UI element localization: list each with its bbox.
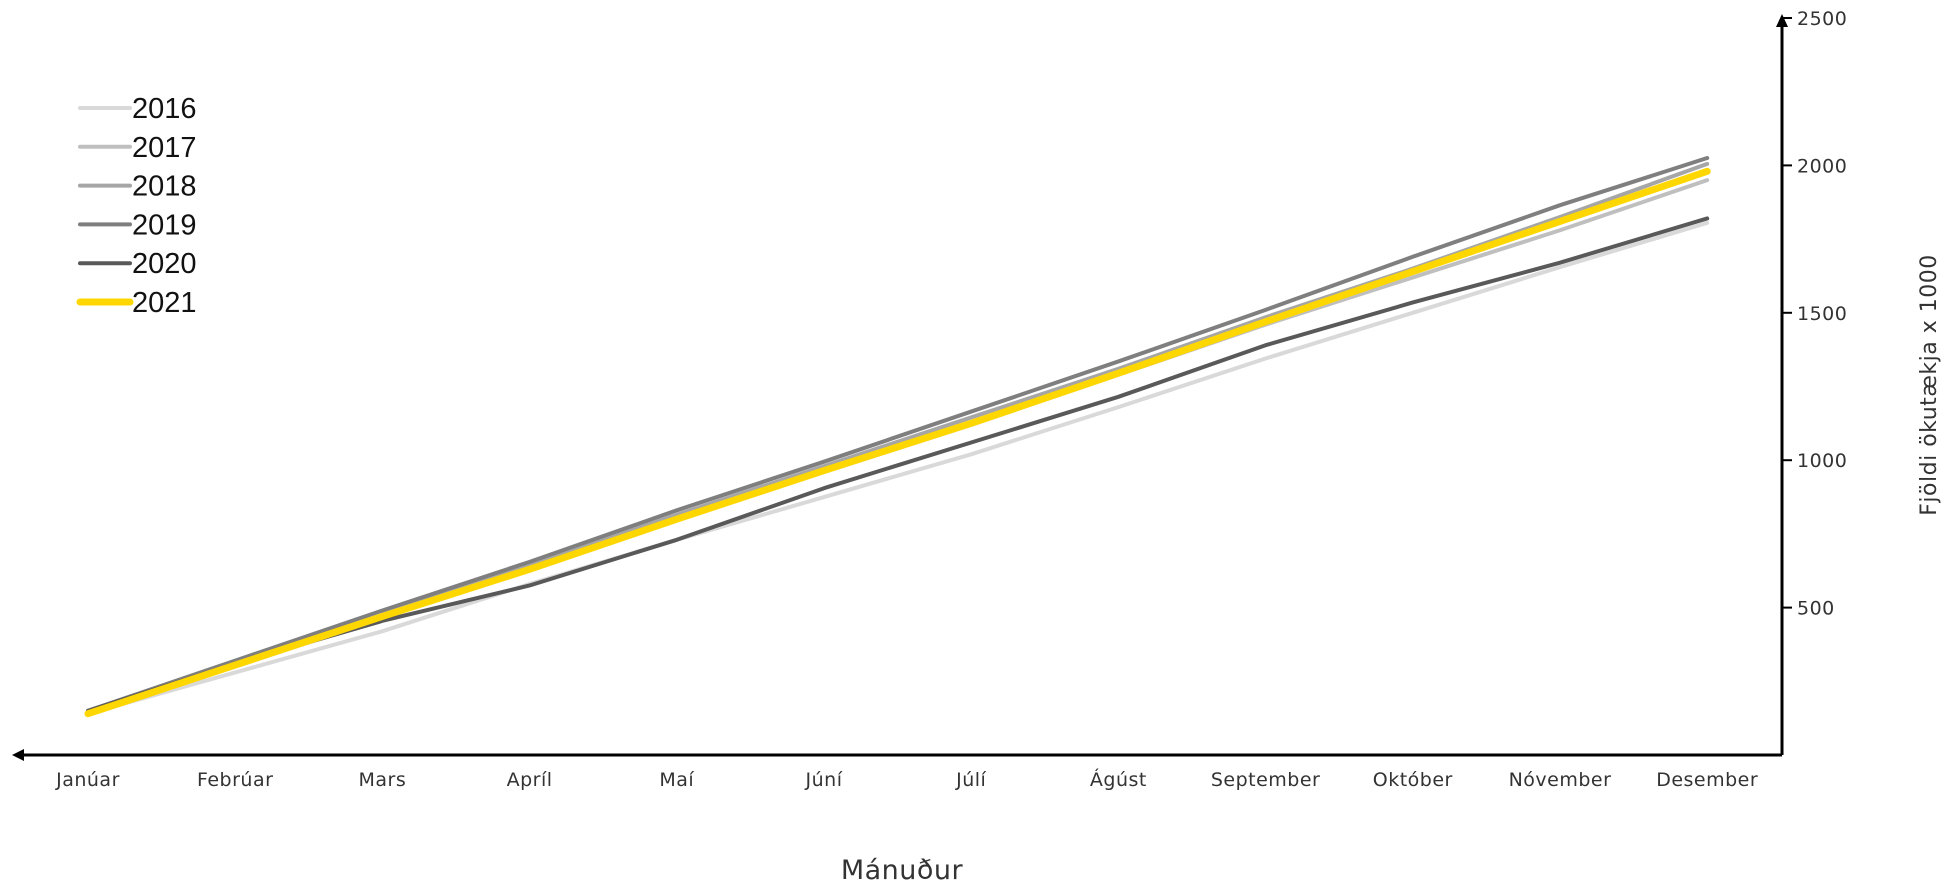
y-tick-label: 2500	[1797, 8, 1847, 30]
x-tick-label: Desember	[1656, 769, 1758, 791]
legend-label-2021: 2021	[132, 287, 197, 319]
x-tick-label: Janúar	[55, 769, 120, 791]
x-axis-arrow	[12, 749, 24, 761]
series-line-2021	[84, 167, 1711, 718]
x-tick-label: Apríl	[507, 769, 553, 791]
legend-label-2016: 2016	[132, 93, 197, 125]
axes	[12, 14, 1788, 761]
y-tick-label: 500	[1797, 598, 1835, 620]
y-axis-title: Fjöldi ökutækja x 1000	[1917, 254, 1942, 515]
legend-label-2020: 2020	[132, 248, 197, 280]
x-tick-label: September	[1211, 769, 1321, 791]
legend: 2016 2017 2018 2019 2020 2021	[76, 93, 197, 319]
x-tick-label: Október	[1373, 769, 1453, 791]
y-tick-label: 1500	[1797, 303, 1847, 325]
y-tick-label: 1000	[1797, 450, 1847, 472]
legend-label-2018: 2018	[132, 171, 197, 203]
y-tick-label: 2000	[1797, 155, 1847, 177]
x-tick-label: Febrúar	[197, 769, 273, 791]
x-tick-label: Júní	[805, 769, 843, 791]
x-tick-labels: Janúar Febrúar Mars Apríl Maí Júní Júlí Ágúst Se…	[55, 768, 1758, 791]
series-lines	[84, 156, 1711, 718]
series-line-2019	[86, 156, 1710, 713]
legend-label-2019: 2019	[132, 209, 197, 241]
legend-label-2017: 2017	[132, 132, 197, 164]
x-axis-title: Mánuður	[841, 855, 964, 881]
x-tick-label: Mars	[359, 769, 407, 791]
y-tick-labels: 500 1000 1500 2000 2500	[1782, 8, 1847, 620]
x-tick-label: Júlí	[955, 769, 986, 791]
x-tick-label: Maí	[659, 769, 694, 791]
series-line-2016	[86, 220, 1710, 716]
x-tick-label: Ágúst	[1090, 768, 1147, 791]
y-axis-arrow	[1776, 14, 1788, 27]
x-tick-label: Nóvember	[1509, 769, 1612, 791]
